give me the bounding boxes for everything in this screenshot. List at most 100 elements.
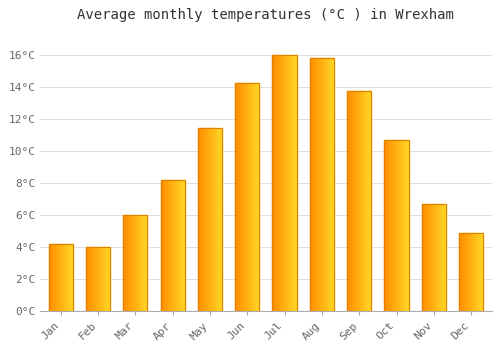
Bar xyxy=(163,180,164,311)
Bar xyxy=(292,55,293,311)
Bar xyxy=(464,233,465,311)
Bar xyxy=(235,83,236,311)
Bar xyxy=(276,55,278,311)
Bar xyxy=(347,91,372,311)
Bar xyxy=(132,215,133,311)
Bar xyxy=(423,204,424,311)
Bar xyxy=(402,140,404,311)
Bar xyxy=(282,55,284,311)
Bar xyxy=(429,204,430,311)
Bar xyxy=(215,128,216,311)
Bar xyxy=(198,128,222,311)
Bar xyxy=(248,83,250,311)
Bar xyxy=(235,83,260,311)
Bar xyxy=(384,140,408,311)
Bar xyxy=(357,91,358,311)
Bar xyxy=(106,247,108,311)
Bar xyxy=(465,233,466,311)
Bar xyxy=(462,233,464,311)
Bar xyxy=(438,204,440,311)
Bar xyxy=(72,244,73,311)
Bar xyxy=(240,83,241,311)
Bar xyxy=(442,204,444,311)
Bar xyxy=(284,55,286,311)
Bar xyxy=(200,128,202,311)
Bar xyxy=(93,247,94,311)
Bar xyxy=(404,140,405,311)
Bar xyxy=(356,91,357,311)
Bar xyxy=(138,215,139,311)
Bar xyxy=(66,244,67,311)
Bar xyxy=(424,204,426,311)
Bar xyxy=(160,180,185,311)
Bar xyxy=(474,233,475,311)
Bar xyxy=(280,55,281,311)
Bar xyxy=(481,233,482,311)
Bar xyxy=(352,91,353,311)
Bar xyxy=(468,233,470,311)
Bar xyxy=(478,233,480,311)
Bar xyxy=(318,58,320,311)
Bar xyxy=(182,180,184,311)
Bar xyxy=(422,204,446,311)
Bar xyxy=(389,140,390,311)
Bar xyxy=(482,233,484,311)
Bar xyxy=(310,58,311,311)
Bar xyxy=(436,204,438,311)
Bar xyxy=(109,247,110,311)
Bar xyxy=(69,244,70,311)
Bar xyxy=(388,140,389,311)
Bar xyxy=(392,140,393,311)
Bar xyxy=(238,83,239,311)
Bar xyxy=(324,58,326,311)
Bar xyxy=(178,180,180,311)
Bar xyxy=(146,215,148,311)
Bar xyxy=(208,128,209,311)
Bar xyxy=(405,140,406,311)
Bar xyxy=(390,140,392,311)
Bar xyxy=(54,244,56,311)
Bar xyxy=(91,247,92,311)
Bar xyxy=(166,180,168,311)
Bar xyxy=(202,128,204,311)
Bar xyxy=(244,83,245,311)
Bar xyxy=(246,83,248,311)
Bar xyxy=(52,244,54,311)
Bar xyxy=(316,58,317,311)
Bar xyxy=(422,204,446,311)
Bar xyxy=(363,91,364,311)
Bar xyxy=(123,215,148,311)
Bar xyxy=(400,140,402,311)
Bar xyxy=(310,58,334,311)
Bar xyxy=(184,180,185,311)
Bar xyxy=(180,180,181,311)
Bar xyxy=(288,55,290,311)
Bar xyxy=(477,233,478,311)
Bar xyxy=(250,83,251,311)
Bar xyxy=(368,91,369,311)
Bar xyxy=(394,140,396,311)
Bar xyxy=(88,247,90,311)
Bar xyxy=(354,91,356,311)
Bar xyxy=(311,58,312,311)
Bar xyxy=(103,247,104,311)
Bar xyxy=(214,128,215,311)
Bar xyxy=(312,58,314,311)
Bar xyxy=(480,233,481,311)
Bar xyxy=(333,58,334,311)
Bar xyxy=(124,215,126,311)
Bar xyxy=(206,128,208,311)
Bar xyxy=(350,91,352,311)
Bar xyxy=(94,247,96,311)
Bar xyxy=(63,244,64,311)
Bar xyxy=(459,233,483,311)
Bar xyxy=(322,58,323,311)
Bar xyxy=(220,128,221,311)
Bar xyxy=(323,58,324,311)
Bar xyxy=(366,91,368,311)
Bar xyxy=(175,180,176,311)
Bar xyxy=(406,140,407,311)
Bar xyxy=(48,244,73,311)
Title: Average monthly temperatures (°C ) in Wrexham: Average monthly temperatures (°C ) in Wr… xyxy=(78,8,454,22)
Bar xyxy=(139,215,140,311)
